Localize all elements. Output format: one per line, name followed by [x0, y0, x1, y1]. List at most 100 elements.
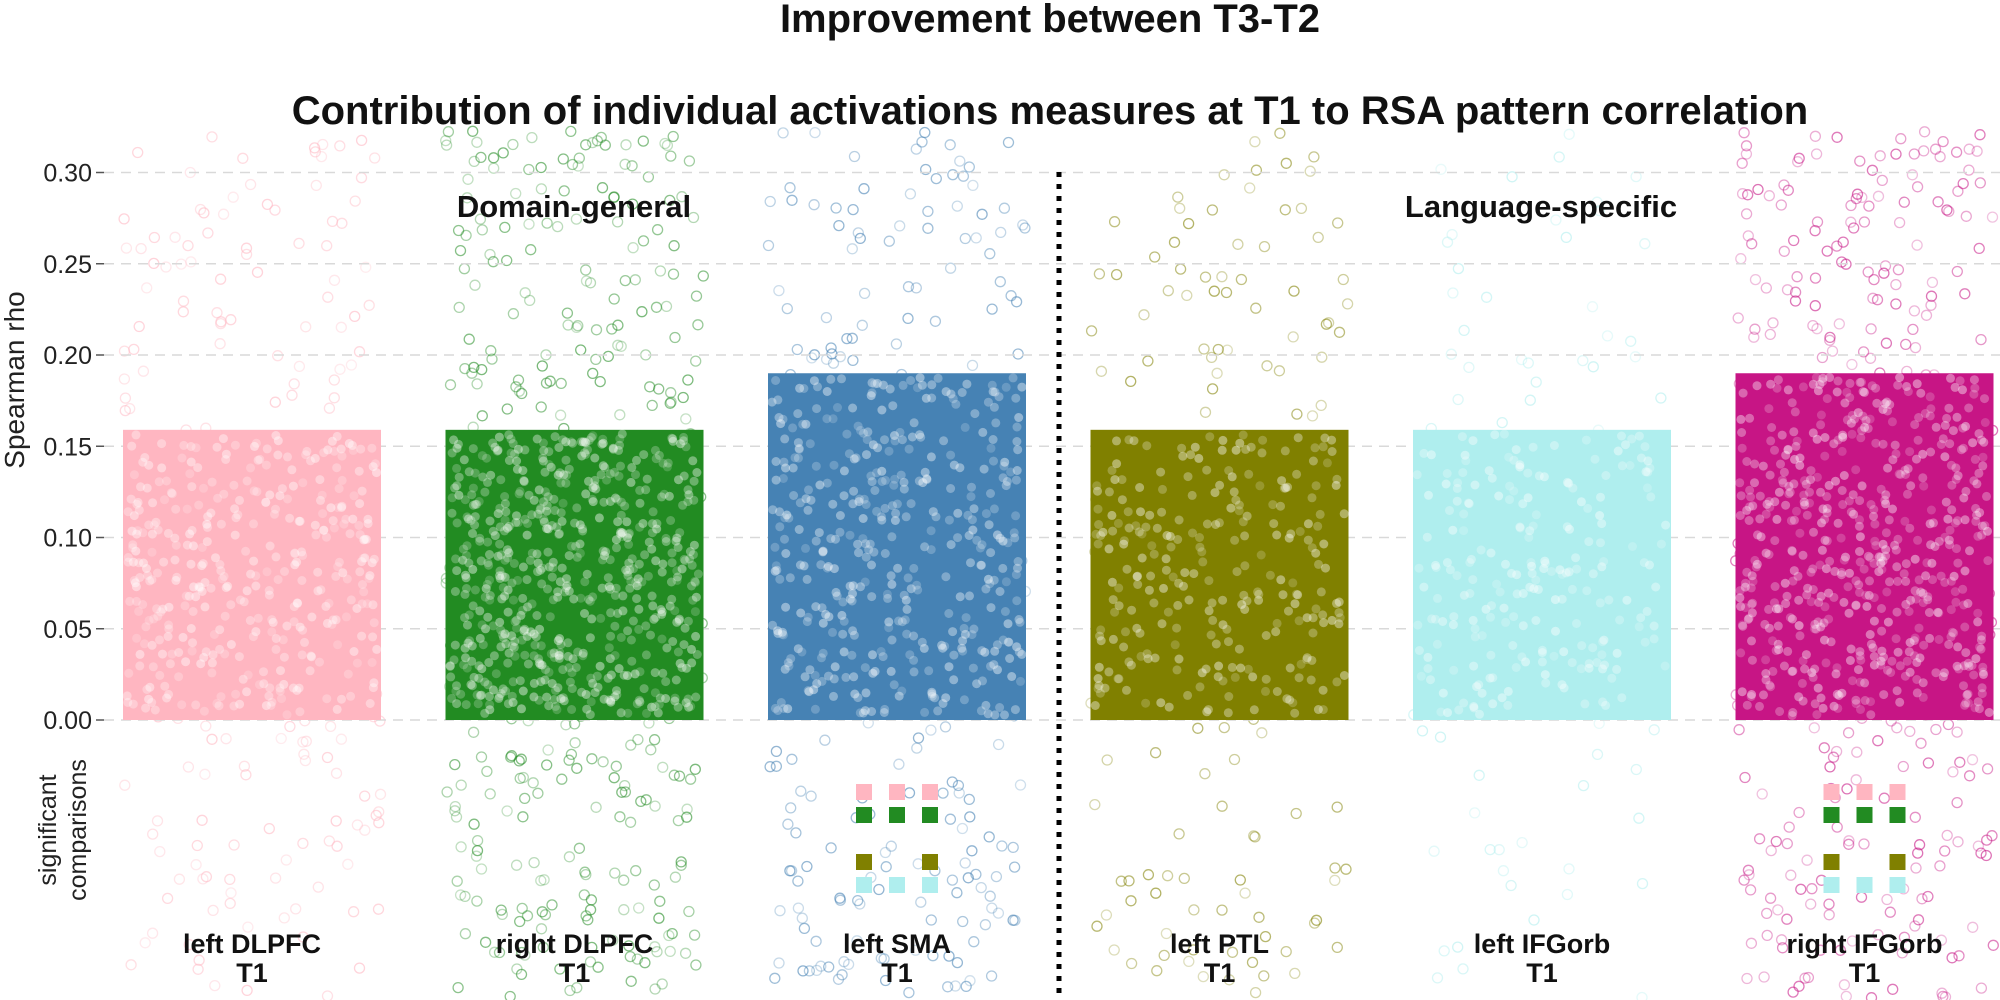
in-bar-point [461, 644, 470, 653]
in-bar-point [1138, 554, 1147, 563]
in-bar-point [1914, 436, 1923, 445]
sig-marker [856, 784, 872, 800]
jitter-point [926, 725, 936, 735]
category-label: left SMA [843, 929, 951, 959]
in-bar-point [888, 401, 897, 410]
jitter-point [472, 137, 482, 147]
in-bar-point [539, 457, 548, 466]
in-bar-point [1433, 594, 1442, 603]
in-bar-point [1568, 658, 1577, 667]
in-bar-point [618, 591, 627, 600]
in-bar-point [199, 559, 208, 568]
in-bar-point [1790, 566, 1799, 575]
in-bar-point [893, 500, 902, 509]
in-bar-point [558, 665, 567, 674]
in-bar-point [1735, 478, 1744, 487]
in-bar-point [664, 459, 673, 468]
in-bar-point [1577, 497, 1586, 506]
jitter-point [136, 244, 146, 254]
in-bar-point [1281, 446, 1290, 455]
in-bar-point [788, 423, 797, 432]
in-bar-point [799, 384, 808, 393]
in-bar-point [916, 433, 925, 442]
jitter-point [1974, 243, 1984, 253]
in-bar-point [1893, 381, 1902, 390]
in-bar-point [1095, 681, 1104, 690]
jitter-point [226, 315, 236, 325]
in-bar-point [1803, 584, 1812, 593]
in-bar-point [826, 375, 835, 384]
jitter-point [537, 361, 547, 371]
in-bar-point [596, 614, 605, 623]
jitter-point [469, 819, 479, 829]
in-bar-point [684, 695, 693, 704]
in-bar-point [1319, 540, 1328, 549]
in-bar-point [624, 530, 633, 539]
in-bar-point [478, 620, 487, 629]
jitter-point [1217, 801, 1227, 811]
jitter-point [1251, 988, 1261, 998]
in-bar-point [1159, 584, 1168, 593]
in-bar-point [1893, 577, 1902, 586]
in-bar-point [838, 630, 847, 639]
jitter-point [609, 773, 619, 783]
jitter-point [1561, 232, 1571, 242]
jitter-point [1603, 331, 1613, 341]
in-bar-point [629, 617, 638, 626]
jitter-point [650, 801, 660, 811]
in-bar-point [692, 468, 701, 477]
jitter-point [336, 734, 346, 744]
in-bar-point [1114, 584, 1123, 593]
in-bar-point [990, 710, 999, 719]
jitter-point [1448, 288, 1458, 298]
jitter-point [984, 832, 994, 842]
in-bar-point [213, 494, 222, 503]
jitter-point [1126, 376, 1136, 386]
jitter-point [1209, 286, 1219, 296]
in-bar-point [1968, 661, 1977, 670]
in-bar-point [1448, 526, 1457, 535]
in-bar-point [1162, 554, 1171, 563]
in-bar-point [1284, 607, 1293, 616]
in-bar-point [1770, 446, 1779, 455]
in-bar-point [537, 641, 546, 650]
in-bar-point [897, 471, 906, 480]
in-bar-point [144, 461, 153, 470]
in-bar-point [771, 704, 780, 713]
in-bar-point [1157, 508, 1166, 517]
in-bar-point [1961, 567, 1970, 576]
jitter-point [1087, 326, 1097, 336]
in-bar-point [1818, 546, 1827, 555]
in-bar-point [492, 669, 501, 678]
in-bar-point [1519, 589, 1528, 598]
in-bar-point [837, 611, 846, 620]
jitter-point [512, 860, 522, 870]
jitter-point [1802, 855, 1812, 865]
in-bar-point [1745, 414, 1754, 423]
in-bar-point [1971, 504, 1980, 513]
in-bar-point [1007, 672, 1016, 681]
jitter-point [1882, 895, 1892, 905]
jitter-point [1240, 888, 1250, 898]
in-bar-point [1756, 492, 1765, 501]
jitter-point [324, 836, 334, 846]
in-bar-point [1919, 482, 1928, 491]
in-bar-point [587, 433, 596, 442]
in-bar-point [453, 519, 462, 528]
in-bar-point [1613, 649, 1622, 658]
in-bar-point [1145, 511, 1154, 520]
jitter-point [923, 206, 933, 216]
in-bar-point [605, 582, 614, 591]
jitter-point [142, 283, 152, 293]
jitter-point [615, 410, 625, 420]
in-bar-point [679, 436, 688, 445]
in-bar-point [346, 692, 355, 701]
jitter-point [1954, 951, 1964, 961]
in-bar-point [222, 583, 231, 592]
jitter-point [183, 762, 193, 772]
category-sublabel: T1 [1849, 958, 1881, 988]
in-bar-point [1906, 481, 1915, 490]
jitter-point [456, 246, 466, 256]
in-bar-point [1958, 424, 1967, 433]
